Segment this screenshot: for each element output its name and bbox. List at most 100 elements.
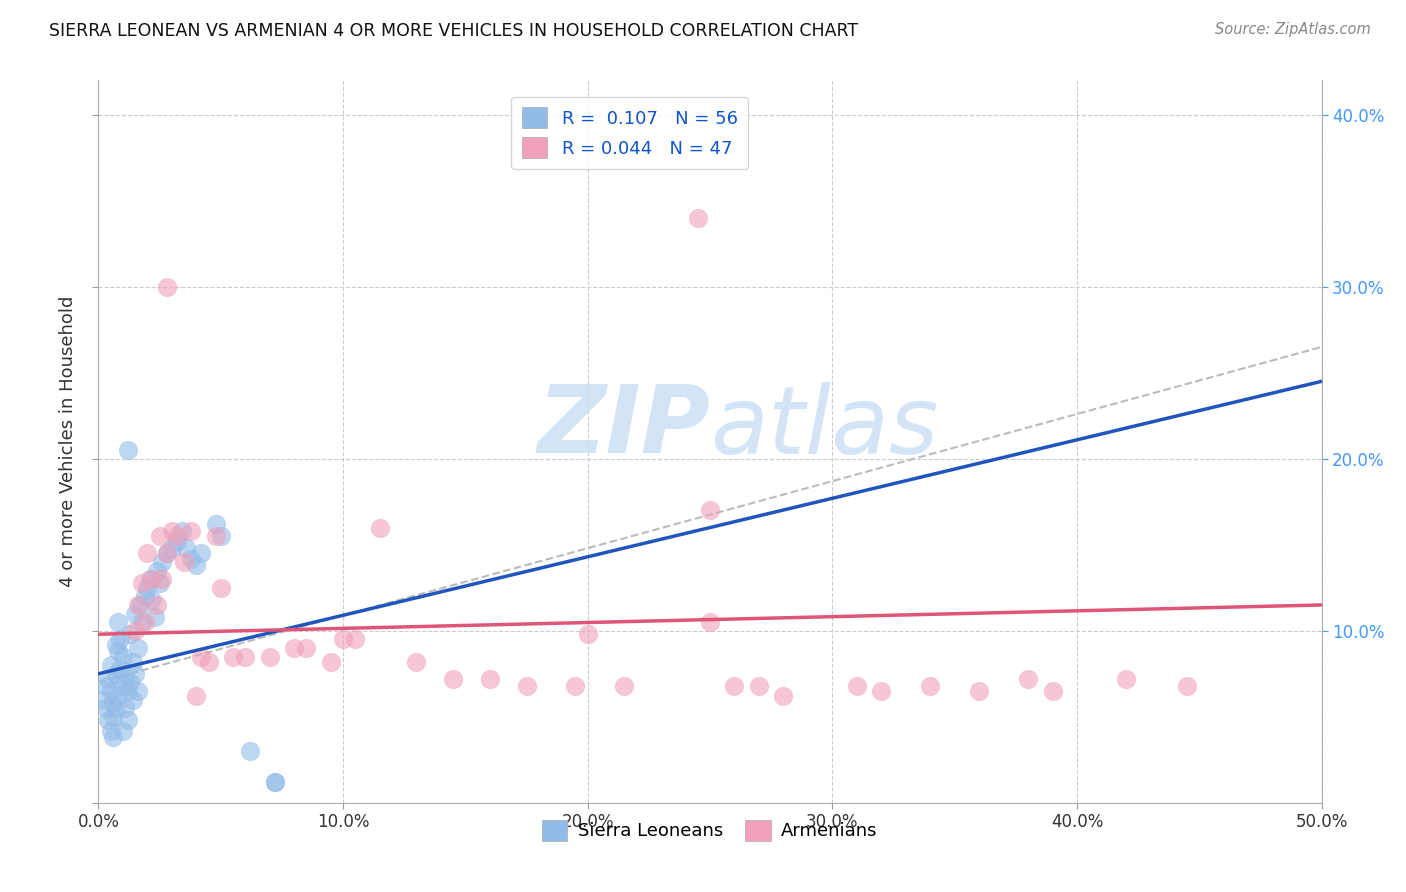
Point bbox=[101, 696, 124, 710]
Point bbox=[686, 211, 709, 225]
Point bbox=[117, 443, 139, 458]
Point bbox=[146, 598, 169, 612]
Point bbox=[117, 684, 139, 698]
Point bbox=[134, 615, 156, 630]
Point bbox=[104, 638, 127, 652]
Point bbox=[156, 546, 179, 560]
Point bbox=[564, 679, 586, 693]
Point bbox=[149, 575, 172, 590]
Point bbox=[405, 655, 427, 669]
Point bbox=[117, 713, 139, 727]
Point bbox=[186, 689, 208, 703]
Point bbox=[870, 684, 893, 698]
Point bbox=[845, 679, 868, 693]
Point bbox=[111, 649, 134, 664]
Point bbox=[613, 679, 636, 693]
Point bbox=[173, 555, 195, 569]
Point bbox=[131, 615, 153, 630]
Text: ZIP: ZIP bbox=[537, 381, 710, 473]
Point bbox=[699, 503, 721, 517]
Point bbox=[107, 644, 129, 658]
Point bbox=[149, 529, 172, 543]
Point bbox=[107, 689, 129, 703]
Point bbox=[699, 615, 721, 630]
Legend: Sierra Leoneans, Armenians: Sierra Leoneans, Armenians bbox=[536, 813, 884, 848]
Point bbox=[91, 692, 114, 706]
Point bbox=[233, 649, 256, 664]
Point bbox=[150, 555, 173, 569]
Point bbox=[124, 666, 146, 681]
Point bbox=[160, 524, 183, 538]
Point bbox=[259, 649, 281, 664]
Point bbox=[1115, 672, 1137, 686]
Point bbox=[209, 581, 232, 595]
Point bbox=[111, 679, 134, 693]
Point bbox=[139, 572, 162, 586]
Point bbox=[104, 701, 127, 715]
Point bbox=[205, 517, 228, 532]
Point bbox=[319, 655, 342, 669]
Point bbox=[332, 632, 354, 647]
Point bbox=[141, 572, 163, 586]
Point bbox=[143, 610, 166, 624]
Point bbox=[101, 710, 124, 724]
Point bbox=[170, 524, 193, 538]
Point bbox=[920, 679, 942, 693]
Point bbox=[127, 684, 149, 698]
Point bbox=[146, 564, 169, 578]
Point bbox=[94, 679, 117, 693]
Point bbox=[127, 640, 149, 655]
Point bbox=[100, 684, 122, 698]
Point bbox=[1175, 679, 1198, 693]
Point bbox=[101, 731, 124, 745]
Point bbox=[156, 279, 179, 293]
Point bbox=[166, 529, 188, 543]
Point bbox=[967, 684, 990, 698]
Point bbox=[156, 546, 179, 560]
Point bbox=[772, 689, 794, 703]
Point bbox=[136, 546, 159, 560]
Point bbox=[1042, 684, 1064, 698]
Point bbox=[515, 679, 537, 693]
Point bbox=[209, 529, 232, 543]
Point bbox=[295, 640, 318, 655]
Point bbox=[222, 649, 245, 664]
Point bbox=[104, 666, 127, 681]
Point bbox=[283, 640, 305, 655]
Point bbox=[100, 658, 122, 673]
Point bbox=[478, 672, 501, 686]
Point bbox=[124, 607, 146, 621]
Point bbox=[166, 534, 188, 549]
Point bbox=[94, 701, 117, 715]
Point bbox=[344, 632, 367, 647]
Point bbox=[176, 541, 198, 556]
Point bbox=[263, 775, 285, 789]
Point bbox=[205, 529, 228, 543]
Point bbox=[107, 615, 129, 630]
Point bbox=[141, 592, 163, 607]
Point bbox=[120, 675, 142, 690]
Point bbox=[129, 598, 152, 612]
Point bbox=[121, 692, 143, 706]
Point bbox=[160, 541, 183, 556]
Point bbox=[150, 572, 173, 586]
Point bbox=[121, 655, 143, 669]
Point bbox=[186, 558, 208, 573]
Point bbox=[441, 672, 464, 686]
Point bbox=[576, 627, 599, 641]
Point bbox=[124, 624, 146, 638]
Point bbox=[180, 524, 202, 538]
Point bbox=[723, 679, 745, 693]
Point bbox=[190, 649, 212, 664]
Text: Source: ZipAtlas.com: Source: ZipAtlas.com bbox=[1215, 22, 1371, 37]
Point bbox=[748, 679, 770, 693]
Text: SIERRA LEONEAN VS ARMENIAN 4 OR MORE VEHICLES IN HOUSEHOLD CORRELATION CHART: SIERRA LEONEAN VS ARMENIAN 4 OR MORE VEH… bbox=[49, 22, 858, 40]
Point bbox=[190, 546, 212, 560]
Point bbox=[131, 575, 153, 590]
Point bbox=[114, 701, 136, 715]
Point bbox=[110, 632, 132, 647]
Y-axis label: 4 or more Vehicles in Household: 4 or more Vehicles in Household bbox=[59, 296, 77, 587]
Point bbox=[100, 723, 122, 738]
Point bbox=[1017, 672, 1039, 686]
Point bbox=[239, 744, 262, 758]
